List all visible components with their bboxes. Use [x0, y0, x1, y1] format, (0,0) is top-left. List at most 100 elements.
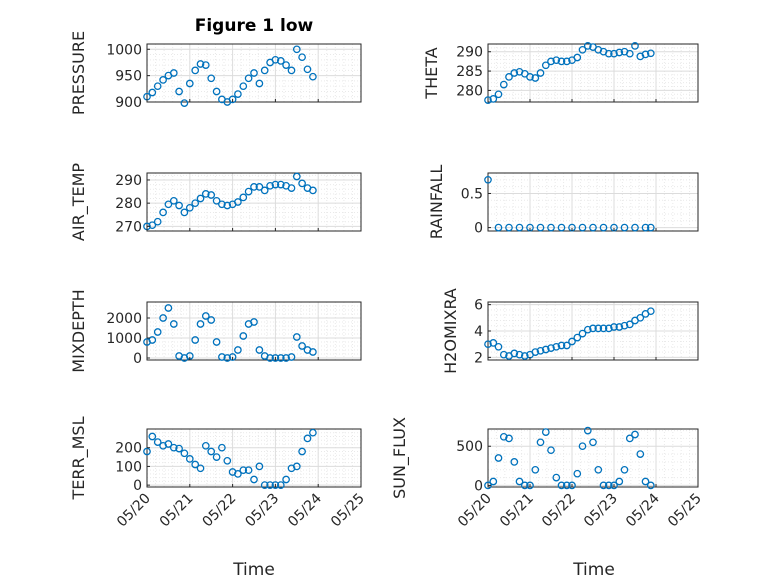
air-temp-data-point: [271, 180, 280, 189]
air-temp-data-point: [223, 201, 232, 210]
air-temp-data-point: [309, 186, 317, 195]
subplot-sun-flux: 0 500 05/20 05/21 05/22 05/23 05/24 05/25 SUN_…: [390, 417, 705, 580]
sun-flux-data-point: [610, 481, 618, 490]
terr-msl-data-point: [234, 470, 242, 478]
theta-data-point: [641, 50, 650, 59]
h2omixra-data-point: [568, 337, 576, 346]
terr-msl-y-tick-label: 0: [133, 478, 142, 494]
sun-flux-y-tick-label: 0: [474, 478, 483, 494]
sun-flux-markers: [484, 426, 655, 490]
sun-flux-data-point: [526, 481, 534, 490]
terr-msl-data-point: [180, 449, 189, 458]
air-temp-data-point: [266, 181, 274, 190]
rainfall-y-label: RAINFALL: [427, 165, 446, 240]
terr-msl-data-point: [244, 466, 253, 475]
air-temp-data-point: [201, 190, 210, 198]
sun-flux-data-point: [520, 481, 529, 490]
mixdepth-y-label: MIXDEPTH: [69, 289, 88, 372]
sun-flux-data-point: [505, 434, 513, 443]
theta-data-point: [604, 49, 613, 58]
pressure-data-point: [180, 99, 189, 107]
terr-msl-axes-box: [146, 428, 362, 488]
sun-flux-data-point: [562, 481, 571, 490]
sun-flux-data-point: [573, 469, 582, 478]
rainfall-data-point: [557, 223, 566, 232]
h2omixra-data-point: [536, 346, 545, 355]
h2omixra-data-point: [573, 333, 582, 342]
mixdepth-data-point: [250, 318, 258, 326]
pressure-grid: [146, 43, 362, 103]
mixdepth-data-point: [148, 336, 157, 344]
pressure-data-point: [169, 69, 178, 77]
h2omixra-data-point: [620, 321, 629, 330]
subplot-theta: 280 285 290 THETA: [422, 42, 699, 104]
h2omixra-data-point: [578, 329, 587, 338]
h2omixra-data-point: [494, 342, 503, 351]
pressure-y-tick-label: 1000: [106, 42, 142, 58]
air-temp-markers: [143, 172, 317, 231]
pressure-data-point: [255, 79, 264, 88]
subplot-pressure: 900 950 1000 PRESSURE: [69, 31, 362, 115]
mixdepth-data-point: [309, 348, 317, 356]
h2omixra-data-point: [615, 323, 624, 331]
theta-data-point: [625, 49, 634, 58]
rainfall-data-point: [494, 223, 503, 232]
terr-msl-data-point: [292, 462, 301, 471]
h2omixra-data-point: [610, 323, 618, 331]
sun-flux-data-point: [552, 473, 561, 482]
theta-data-point: [583, 42, 592, 50]
pressure-y-tick-label: 950: [115, 69, 142, 85]
sun-flux-data-point: [531, 465, 540, 474]
subplot-air-temp: 270 280 290 AIR_TEMP: [69, 163, 362, 241]
mixdepth-grid: [146, 301, 362, 360]
sun-flux-x-tick-label: 05/20: [455, 491, 495, 531]
theta-y-tick-label: 290: [456, 45, 483, 61]
pressure-y-ticks: 900 950 1000: [106, 42, 150, 111]
air-temp-data-point: [175, 201, 183, 210]
mixdepth-y-tick-label: 2000: [106, 311, 142, 327]
terr-msl-data-point: [255, 462, 264, 471]
sun-flux-y-ticks: 0 500: [456, 439, 491, 494]
rainfall-data-point: [646, 223, 655, 232]
right-x-axis-label: Time: [572, 560, 615, 580]
terr-msl-data-point: [271, 481, 280, 489]
air-temp-y-tick-label: 290: [115, 173, 142, 189]
h2omixra-data-point: [484, 340, 492, 349]
air-temp-data-point: [196, 194, 205, 203]
pressure-data-point: [239, 82, 248, 91]
terr-msl-data-point: [201, 441, 210, 450]
theta-data-point: [610, 49, 618, 58]
air-temp-y-tick-label: 270: [115, 219, 142, 235]
theta-data-point: [484, 96, 492, 104]
mixdepth-data-point: [298, 342, 306, 350]
pressure-axes-box: [146, 43, 362, 103]
mixdepth-axes-box: [146, 301, 362, 361]
air-temp-data-point: [255, 183, 264, 191]
pressure-data-point: [148, 88, 157, 97]
terr-msl-data-point: [303, 434, 312, 443]
sun-flux-data-point: [568, 481, 576, 490]
theta-y-tick-label: 285: [456, 64, 483, 80]
sun-flux-data-point: [641, 477, 650, 486]
pressure-data-point: [153, 82, 162, 91]
sun-flux-data-point: [604, 481, 613, 490]
terr-msl-y-tick-label: 200: [115, 441, 142, 457]
sun-flux-x-tick-label: 05/25: [665, 491, 705, 531]
h2omixra-y-tick-label: 2: [474, 350, 483, 366]
rainfall-data-point: [631, 223, 639, 232]
mixdepth-data-point: [276, 354, 285, 362]
rainfall-data-point: [641, 223, 650, 232]
pressure-data-point: [212, 87, 221, 96]
sun-flux-x-ticks: 05/20 05/21 05/22 05/23 05/24 05/25: [455, 490, 705, 530]
sun-flux-data-point: [589, 438, 597, 447]
terr-msl-data-point: [298, 447, 306, 456]
rainfall-data-point: [536, 223, 545, 232]
sun-flux-data-point: [489, 477, 498, 486]
h2omixra-data-point: [515, 350, 524, 359]
air-temp-data-point: [250, 183, 258, 191]
mixdepth-y-tick-label: 0: [133, 351, 142, 367]
air-temp-data-point: [244, 187, 253, 196]
mixdepth-data-point: [234, 346, 242, 354]
air-temp-data-point: [207, 191, 216, 199]
theta-data-point: [531, 74, 540, 82]
